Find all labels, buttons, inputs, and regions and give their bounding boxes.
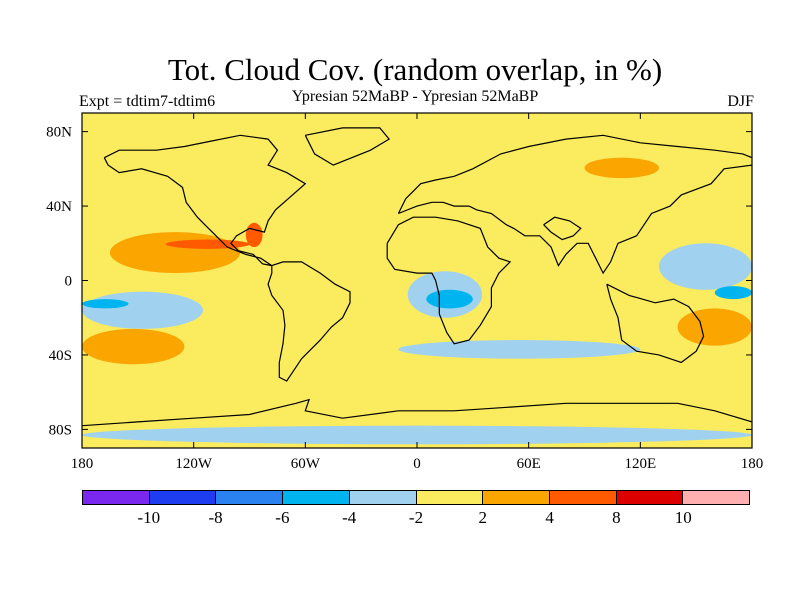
colorbar-label: 10 <box>674 508 692 527</box>
colorbar-label: 4 <box>545 508 554 527</box>
colorbar-cell <box>616 491 684 504</box>
anomaly-layer <box>82 157 752 445</box>
colorbar-cell <box>483 491 550 504</box>
colorbar-cell <box>83 491 150 504</box>
chart-title: Tot. Cloud Cov. (random overlap, in %) <box>167 52 663 87</box>
anomaly-region-8 <box>398 340 641 359</box>
x-tick-label: 60W <box>291 456 321 472</box>
y-tick-label: 80S <box>49 422 72 438</box>
coastline-0 <box>103 134 307 267</box>
coastline-4 <box>398 164 752 275</box>
colorbar-label: -6 <box>275 508 290 527</box>
coastline-2 <box>386 216 512 345</box>
y-tick-label: 80N <box>46 125 72 141</box>
anomaly-region-5 <box>82 299 129 309</box>
coastline-8 <box>304 127 391 166</box>
x-tick-label: 180 <box>71 456 94 472</box>
coastline-6 <box>82 398 752 427</box>
x-tick-label: 180 <box>741 456 764 472</box>
coastline-3 <box>397 134 752 214</box>
axis-ticks <box>81 113 753 448</box>
colorbar-cell <box>149 491 217 504</box>
experiment-label: Expt = tdtim7-tdtim6 <box>79 93 216 110</box>
y-tick-label: 40S <box>49 348 72 364</box>
anomaly-region-2 <box>245 222 263 247</box>
anomaly-region-12 <box>677 308 752 346</box>
colorbar-cell <box>683 491 750 504</box>
anomaly-region-4 <box>82 291 203 329</box>
colorbar-label: -4 <box>342 508 357 527</box>
y-tick-label: 40N <box>46 199 72 215</box>
anomaly-region-11 <box>714 286 752 300</box>
chart-subtitle: Ypresian 52MaBP - Ypresian 52MaBP <box>291 88 539 105</box>
anomaly-region-13 <box>82 425 752 445</box>
anomaly-region-10 <box>658 243 752 290</box>
colorbar-cell <box>549 491 617 504</box>
axis-tick-labels: 180 120W 60W 0 60E 120E 180 80N 40N 0 40S 80S <box>46 125 763 472</box>
coastline-1 <box>267 261 351 382</box>
x-tick-label: 0 <box>413 456 421 472</box>
coastline-5 <box>606 283 705 364</box>
anomaly-region-1 <box>165 239 250 249</box>
anomaly-region-7 <box>426 289 473 309</box>
y-tick-label: 0 <box>65 274 73 290</box>
colorbar-label: 8 <box>612 508 621 527</box>
colorbar-cell <box>283 491 350 504</box>
colorbar-label: 2 <box>478 508 488 527</box>
coastlines <box>82 127 752 427</box>
x-tick-label: 120E <box>624 456 656 472</box>
colorbar <box>82 490 750 505</box>
colorbar-cell <box>416 491 484 504</box>
x-tick-label: 120W <box>175 456 213 472</box>
anomaly-region-3 <box>82 328 185 365</box>
anomaly-region-0 <box>109 232 241 274</box>
colorbar-label: -10 <box>137 508 161 527</box>
colorbar-label: -8 <box>208 508 223 527</box>
colorbar-label: -2 <box>408 508 424 527</box>
coastline-7 <box>543 216 582 241</box>
colorbar-cell <box>349 491 417 504</box>
season-label: DJF <box>727 93 754 110</box>
colorbar-cell <box>216 491 284 504</box>
anomaly-region-9 <box>584 157 659 179</box>
x-tick-label: 60E <box>517 456 541 472</box>
